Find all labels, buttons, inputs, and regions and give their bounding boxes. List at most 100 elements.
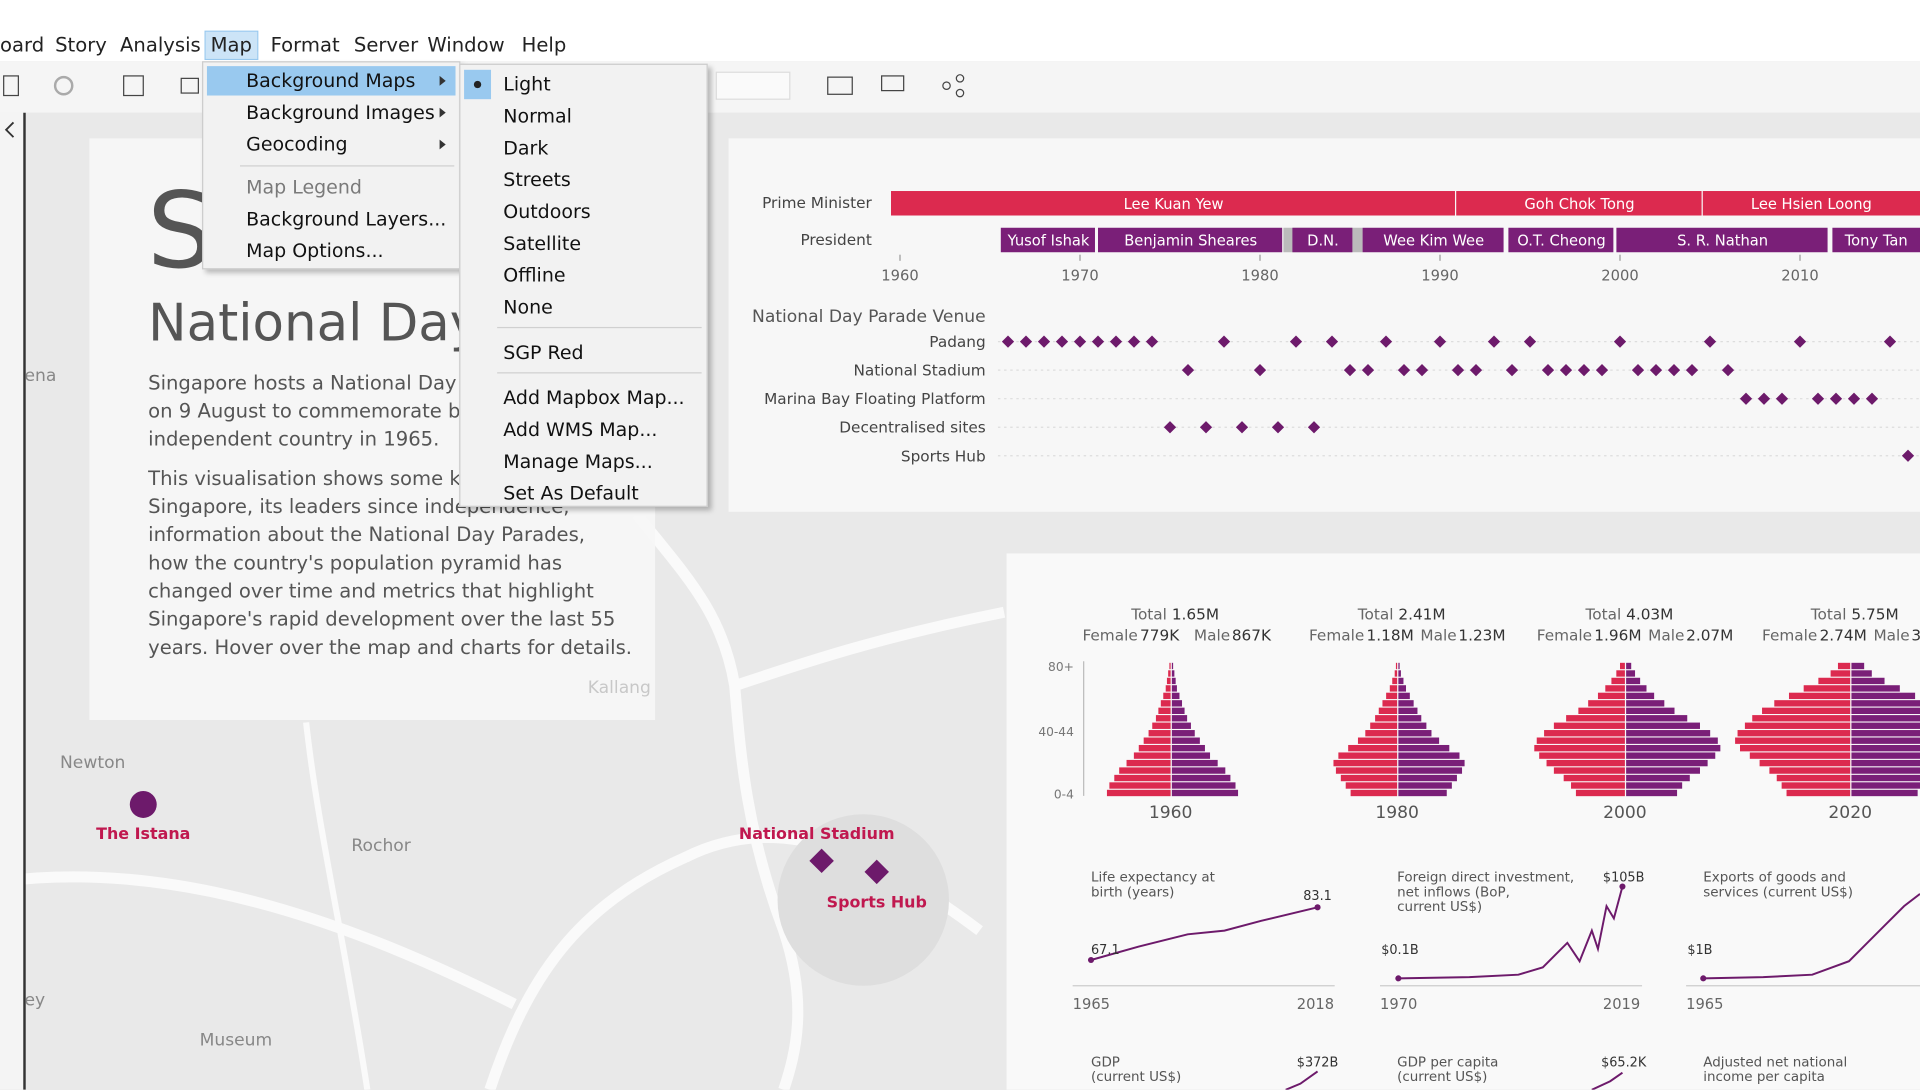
menu-item[interactable]: Set As Default: [503, 482, 639, 505]
menu-item[interactable]: Help: [521, 33, 567, 57]
menu-item[interactable]: Background Maps: [206, 66, 456, 96]
age-label: 40-44: [1038, 725, 1074, 739]
refresh-icon[interactable]: [53, 75, 74, 96]
pyramid-male-bar: [1851, 767, 1920, 774]
leader-name: Yusof Ishak: [1007, 233, 1090, 250]
pyramid-female-bar: [1769, 767, 1851, 774]
share-icon[interactable]: [942, 81, 951, 91]
pyramid-female-bar: [1126, 759, 1171, 767]
menu-item[interactable]: Format: [270, 33, 340, 57]
intro-text: years. Hover over the map and charts for…: [148, 636, 632, 659]
intro-text: independent country in 1965.: [148, 428, 439, 451]
istana-marker[interactable]: [129, 791, 157, 818]
pyramid-male-bar: [1851, 752, 1920, 759]
parade-marker[interactable]: [1703, 335, 1717, 348]
menu-item[interactable]: Outdoors: [503, 200, 591, 223]
menu-item[interactable]: Geocoding: [207, 130, 456, 159]
new-sheet-icon[interactable]: [123, 75, 144, 97]
pyramid-female-bar: [1588, 700, 1625, 707]
menu-item[interactable]: Satellite: [503, 232, 582, 255]
end-value: $372B: [1297, 1056, 1339, 1071]
chart-icon[interactable]: [180, 77, 199, 94]
menu-item[interactable]: Window: [427, 33, 505, 57]
parade-marker[interactable]: [1523, 335, 1537, 348]
share-icon[interactable]: [955, 74, 965, 83]
leader-name: Lee Kuan Yew: [1124, 196, 1224, 213]
parade-marker[interactable]: [1325, 335, 1339, 348]
pyramid-male-bar: [1626, 744, 1721, 752]
pyramid-male-bar: [1626, 700, 1665, 707]
parade-marker[interactable]: [1379, 335, 1393, 348]
leader-bar[interactable]: [1456, 191, 1702, 216]
pyramid-male-bar: [1171, 767, 1226, 774]
menu-item[interactable]: oard: [0, 33, 45, 57]
parade-marker[interactable]: [1883, 335, 1897, 348]
menu-item[interactable]: Streets: [503, 168, 571, 192]
end-value: $65.2K: [1601, 1056, 1647, 1071]
menu-item[interactable]: Story: [55, 33, 107, 57]
leader-bar[interactable]: [1832, 227, 1920, 253]
menu-item[interactable]: Add WMS Map...: [503, 418, 658, 441]
pyramid-female-bar: [1148, 730, 1171, 737]
leader-bar[interactable]: [1362, 227, 1504, 253]
menu-item[interactable]: Background Layers...: [246, 208, 447, 231]
menu-item[interactable]: Light: [503, 73, 551, 96]
leader-bar[interactable]: [1292, 227, 1353, 253]
menu-item[interactable]: Add Mapbox Map...: [503, 386, 685, 409]
menu-item[interactable]: None: [503, 296, 553, 319]
pyramid-female-bar: [1544, 730, 1625, 737]
menu-item[interactable]: Dark: [503, 137, 549, 160]
leader-bar[interactable]: [1702, 191, 1920, 216]
menu-item[interactable]: SGP Red: [503, 341, 584, 364]
showme-icon[interactable]: [827, 76, 853, 95]
menu-item[interactable]: Map: [204, 30, 259, 61]
parade-marker[interactable]: [1433, 335, 1447, 348]
submenu-arrow: [439, 75, 446, 86]
start-year: 1965: [1686, 996, 1723, 1013]
parade-marker[interactable]: [1037, 335, 1051, 348]
pyramid-year: 1980: [1375, 803, 1419, 823]
pyramid-female-bar: [1818, 677, 1851, 685]
age-label: 80+: [1048, 660, 1074, 674]
parade-marker[interactable]: [1289, 335, 1303, 348]
pyramid-male-bar: [1626, 662, 1632, 670]
axis-label: 1960: [881, 267, 918, 284]
pyramid-female-bar: [1169, 662, 1171, 670]
leader-name: Goh Chok Tong: [1524, 196, 1634, 213]
female-label: Female: [1082, 626, 1137, 644]
presentation-icon[interactable]: [881, 75, 905, 92]
menu-item[interactable]: Map Options...: [246, 240, 384, 263]
share-icon[interactable]: [955, 88, 965, 98]
pyramid-male-bar: [1398, 789, 1447, 797]
pyramid-female-bar: [1620, 662, 1625, 670]
pyramid-female-bar: [1774, 700, 1851, 707]
leader-bar[interactable]: [1098, 227, 1283, 253]
leader-bar[interactable]: [1000, 227, 1095, 253]
menu-item[interactable]: Normal: [503, 105, 572, 128]
intro-text: information about the National Day Parad…: [148, 523, 585, 546]
pyramid-female-bar: [1143, 737, 1171, 744]
pyramid-female-bar: [1163, 692, 1171, 700]
pyramid-female-bar: [1735, 737, 1851, 744]
age-label: 0-4: [1054, 787, 1074, 801]
sportshub-marker[interactable]: [864, 859, 889, 885]
leader-name: D.N.: [1307, 233, 1339, 250]
menu-item[interactable]: Map Legend: [246, 176, 362, 199]
leader-bar[interactable]: [891, 191, 1455, 216]
menu-item[interactable]: Offline: [503, 264, 566, 287]
menu-item[interactable]: Manage Maps...: [503, 450, 653, 473]
collapse-icon[interactable]: [4, 121, 15, 138]
leader-bar[interactable]: [1508, 227, 1614, 253]
datasource-icon[interactable]: [3, 75, 19, 97]
leader-bar[interactable]: [1616, 227, 1828, 253]
dropdown[interactable]: [715, 71, 791, 100]
venue-label: National Stadium: [853, 362, 985, 380]
parade-marker[interactable]: [1613, 335, 1627, 348]
pyramid-female-bar: [1392, 677, 1398, 685]
menu-item[interactable]: Analysis: [120, 33, 201, 57]
pyramid-female-bar: [1571, 782, 1625, 789]
menu-item[interactable]: Background Images: [207, 98, 456, 127]
female-label: Female: [1309, 626, 1364, 644]
parade-marker[interactable]: [1793, 335, 1807, 348]
menu-item[interactable]: Server: [353, 33, 419, 57]
